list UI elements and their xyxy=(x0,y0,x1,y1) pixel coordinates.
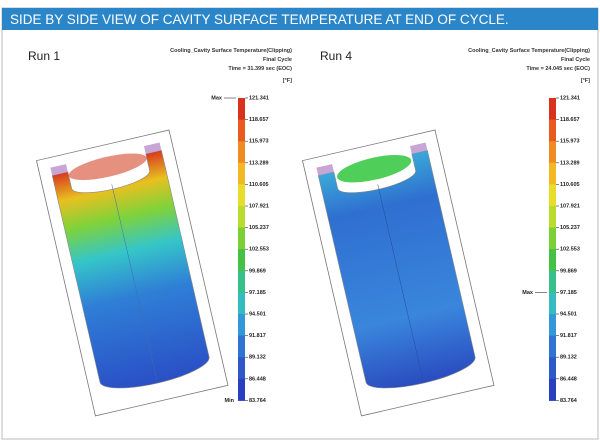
run-label: Run 1 xyxy=(28,49,60,63)
colorbar-label: 113.289 xyxy=(560,160,580,166)
colorbar-segment xyxy=(238,162,245,185)
colorbar-label: 91.817 xyxy=(560,333,577,339)
colorbar-label: 102.553 xyxy=(249,247,269,253)
colorbar-segment xyxy=(238,249,245,272)
colorbar-segment xyxy=(549,98,556,121)
result-result-title: Cooling_Cavity Surface Temperature(Clipp… xyxy=(468,48,590,54)
result-time: Time = 31.399 sec (EOC) xyxy=(228,66,292,72)
colorbar-segment xyxy=(549,314,556,337)
result-result-title: Cooling_Cavity Surface Temperature(Clipp… xyxy=(170,48,292,54)
colorbar-label: 97.185 xyxy=(249,290,266,296)
colorbar-label: 105.237 xyxy=(249,225,269,231)
colorbar-segment xyxy=(549,249,556,272)
colorbar-segment xyxy=(549,357,556,380)
colorbar-label: 118.657 xyxy=(249,117,269,123)
max-marker: Max xyxy=(211,95,223,101)
colorbar-segment xyxy=(238,98,245,121)
colorbar-label: 107.921 xyxy=(560,203,580,209)
result-unit: [°F] xyxy=(581,78,590,84)
part-render-run1 xyxy=(36,129,229,417)
colorbar-segment xyxy=(549,335,556,358)
result-unit: [°F] xyxy=(283,78,292,84)
colorbar-segment xyxy=(238,270,245,293)
colorbar-segment xyxy=(549,227,556,250)
colorbar-label: 107.921 xyxy=(249,203,269,209)
colorbar-segment xyxy=(238,184,245,207)
colorbar-label: 113.289 xyxy=(249,160,269,166)
colorbar-label: 115.973 xyxy=(560,139,580,145)
colorbar-label: 99.869 xyxy=(560,268,577,274)
colorbar-label: 115.973 xyxy=(249,139,269,145)
colorbar-label: 94.501 xyxy=(249,311,266,317)
colorbar-label: 121.341 xyxy=(560,95,580,101)
result-time: Time = 24.045 sec (EOC) xyxy=(526,66,590,72)
part-render-run4 xyxy=(302,129,495,417)
colorbar-label: 86.448 xyxy=(249,376,266,382)
colorbar-segment xyxy=(238,292,245,315)
colorbar-label: 121.341 xyxy=(249,95,269,101)
colorbar-label: 89.132 xyxy=(560,355,577,361)
colorbar-label: 110.605 xyxy=(560,182,580,188)
colorbar-segment xyxy=(549,206,556,229)
colorbar-segment xyxy=(549,141,556,164)
colorbar-segment xyxy=(549,270,556,293)
colorbar-segment xyxy=(238,206,245,229)
colorbar-segment xyxy=(238,378,245,401)
colorbar-label: 118.657 xyxy=(560,117,580,123)
colorbar-label: 86.448 xyxy=(560,376,577,382)
colorbar-label: 83.764 xyxy=(560,398,578,404)
colorbar-label: 94.501 xyxy=(560,311,577,317)
colorbar-segment xyxy=(549,378,556,401)
colorbar-label: 105.237 xyxy=(560,225,580,231)
colorbar-segment xyxy=(549,119,556,142)
colorbar-segment xyxy=(238,119,245,142)
result-subtitle: Final Cycle xyxy=(263,57,292,63)
colorbar-segment xyxy=(549,292,556,315)
colorbar-label: 83.764 xyxy=(249,398,267,404)
colorbar-segment xyxy=(238,335,245,358)
colorbar-label: 89.132 xyxy=(249,355,266,361)
colorbar-segment xyxy=(238,357,245,380)
colorbar-segment xyxy=(238,314,245,337)
max-marker: Max xyxy=(522,290,534,296)
colorbar-label: 91.817 xyxy=(249,333,266,339)
header-title: SIDE BY SIDE VIEW OF CAVITY SURFACE TEMP… xyxy=(10,12,509,27)
colorbar-label: 110.605 xyxy=(249,182,269,188)
colorbar-segment xyxy=(238,141,245,164)
colorbar-segment xyxy=(549,162,556,185)
header-bar xyxy=(2,8,598,30)
run-label: Run 4 xyxy=(320,49,352,63)
colorbar-segment xyxy=(238,227,245,250)
colorbar-label: 102.553 xyxy=(560,247,580,253)
result-subtitle: Final Cycle xyxy=(561,57,590,63)
colorbar-label: 99.869 xyxy=(249,268,266,274)
colorbar-segment xyxy=(549,184,556,207)
min-marker: Min xyxy=(225,398,235,404)
colorbar-label: 97.185 xyxy=(560,290,577,296)
